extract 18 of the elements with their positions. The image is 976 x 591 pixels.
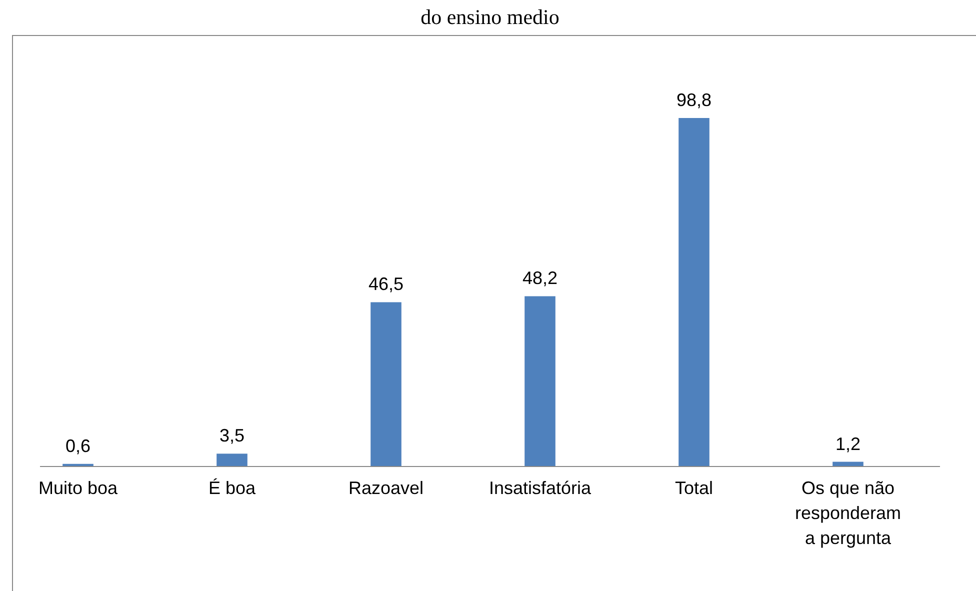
data-label: 3,5 bbox=[219, 426, 245, 446]
x-tick-label: Os que não responderam a pergunta bbox=[794, 478, 902, 548]
x-tick-label: É boa bbox=[208, 478, 257, 498]
data-label: 98,8 bbox=[676, 90, 712, 110]
bar bbox=[216, 454, 248, 466]
bar bbox=[678, 118, 710, 466]
x-tick-label: Muito boa bbox=[38, 478, 119, 498]
chart-title: do ensino medio bbox=[420, 5, 560, 29]
x-tick-label: Insatisfatória bbox=[488, 478, 592, 498]
bar bbox=[370, 302, 402, 466]
bar bbox=[524, 296, 556, 466]
x-tick-label: Total bbox=[674, 478, 714, 498]
x-tick-label: Razoavel bbox=[348, 478, 424, 498]
bar bbox=[832, 462, 864, 466]
data-label: 48,2 bbox=[522, 268, 558, 288]
data-label: 0,6 bbox=[65, 436, 91, 456]
data-label: 1,2 bbox=[835, 434, 861, 454]
data-label: 46,5 bbox=[368, 274, 404, 294]
